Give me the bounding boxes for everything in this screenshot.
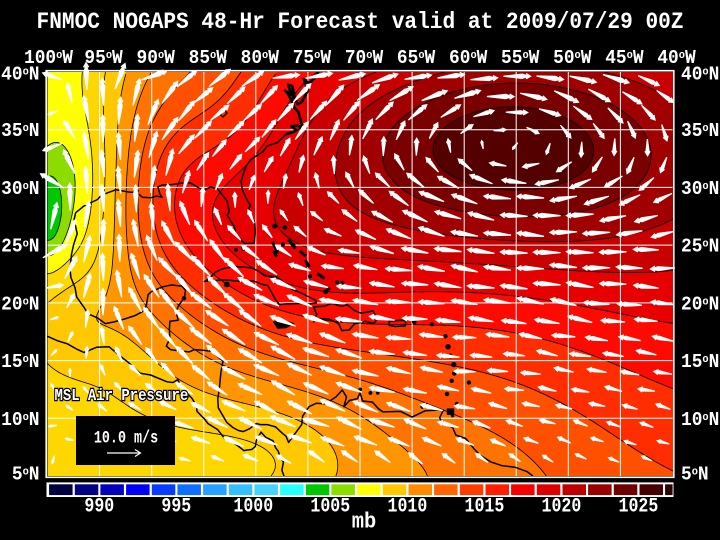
svg-text:1025: 1025 [618, 495, 658, 518]
svg-text:1000: 1000 [233, 495, 273, 518]
svg-text:10.0 m/s: 10.0 m/s [94, 428, 158, 448]
svg-text:1020: 1020 [541, 495, 581, 518]
svg-text:1005: 1005 [310, 495, 350, 518]
svg-text:35oN: 35oN [1, 121, 39, 143]
svg-text:40oN: 40oN [681, 64, 719, 86]
svg-text:40oN: 40oN [1, 64, 39, 86]
svg-text:30oN: 30oN [1, 178, 39, 200]
svg-text:45oW: 45oW [605, 48, 644, 70]
svg-text:25oN: 25oN [681, 236, 719, 258]
svg-text:60oW: 60oW [449, 48, 488, 70]
svg-text:55oW: 55oW [501, 48, 540, 70]
svg-text:MSL Air Pressure: MSL Air Pressure [55, 386, 189, 406]
svg-text:70oW: 70oW [345, 48, 384, 70]
svg-text:1015: 1015 [464, 495, 504, 518]
svg-text:10oN: 10oN [681, 409, 719, 431]
svg-text:FNMOC NOGAPS 48-Hr Forecast va: FNMOC NOGAPS 48-Hr Forecast valid at 200… [37, 9, 684, 35]
svg-text:50oW: 50oW [553, 48, 592, 70]
svg-text:90oW: 90oW [137, 48, 176, 70]
svg-text:40oW: 40oW [657, 48, 696, 70]
svg-text:95oW: 95oW [84, 48, 123, 70]
svg-text:15oN: 15oN [1, 352, 39, 374]
svg-text:20oN: 20oN [681, 294, 719, 316]
svg-text:75oW: 75oW [293, 48, 332, 70]
svg-text:5oN: 5oN [12, 464, 40, 486]
svg-text:mb: mb [352, 510, 377, 535]
svg-text:35oN: 35oN [681, 121, 719, 143]
svg-text:25oN: 25oN [1, 236, 39, 258]
svg-text:100oW: 100oW [24, 48, 74, 70]
svg-text:15oN: 15oN [681, 352, 719, 374]
svg-text:85oW: 85oW [189, 48, 228, 70]
svg-text:80oW: 80oW [241, 48, 280, 70]
svg-text:65oW: 65oW [397, 48, 436, 70]
svg-text:995: 995 [161, 495, 191, 518]
svg-text:990: 990 [84, 495, 114, 518]
svg-text:1010: 1010 [387, 495, 427, 518]
svg-text:30oN: 30oN [681, 178, 719, 200]
svg-text:10oN: 10oN [1, 409, 39, 431]
svg-text:5oN: 5oN [681, 464, 709, 486]
svg-text:20oN: 20oN [1, 294, 39, 316]
